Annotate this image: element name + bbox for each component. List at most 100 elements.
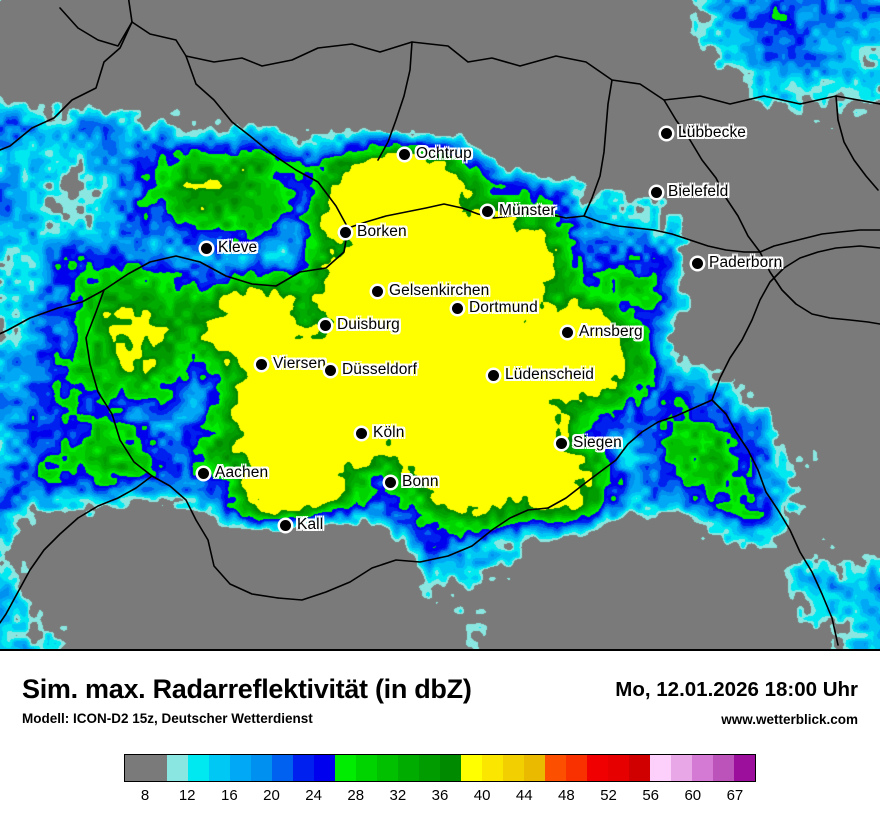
colorbar-swatch	[629, 755, 650, 781]
colorbar-swatch	[713, 755, 734, 781]
city-dot-icon	[320, 319, 331, 331]
city-dot-icon	[692, 257, 703, 269]
city-dot-icon	[356, 427, 367, 439]
colorbar-swatch	[146, 755, 167, 781]
city-marker[interactable]: Viersen	[256, 355, 326, 373]
colorbar-swatch	[461, 755, 482, 781]
colorbar-swatch	[419, 755, 440, 781]
colorbar-swatch	[209, 755, 230, 781]
colorbar-swatch	[314, 755, 335, 781]
colorbar-tick: 16	[220, 787, 238, 804]
city-label: Siegen	[573, 434, 622, 451]
colorbar-swatches	[124, 754, 756, 782]
colorbar-tick-labels: 8 12 16 20 24 28 32 36 40 44 48 52 56 60 67	[124, 787, 756, 811]
colorbar-tick: 8	[140, 787, 150, 804]
radar-reflectivity-layer	[0, 0, 880, 649]
colorbar-swatch	[734, 755, 755, 781]
page-title: Sim. max. Radarreflektivität (in dbZ)	[22, 674, 472, 704]
city-marker[interactable]: Köln	[356, 424, 404, 442]
city-label: Duisburg	[337, 316, 400, 333]
radar-map-panel: Lübbecke Bielefeld Paderborn Ochtrup Münster…	[0, 0, 880, 651]
city-dot-icon	[661, 127, 672, 139]
city-dot-icon	[556, 437, 567, 449]
colorbar-swatch	[671, 755, 692, 781]
city-marker[interactable]: Düsseldorf	[325, 361, 417, 379]
colorbar-swatch	[587, 755, 608, 781]
colorbar-swatch	[692, 755, 713, 781]
city-marker[interactable]: Paderborn	[692, 254, 782, 272]
city-marker[interactable]: Gelsenkirchen	[372, 282, 489, 300]
city-label: Düsseldorf	[342, 361, 418, 378]
colorbar-swatch	[503, 755, 524, 781]
city-label: Kall	[297, 516, 324, 533]
colorbar-tick: 32	[389, 787, 407, 804]
city-dot-icon	[256, 358, 267, 370]
city-dot-icon	[399, 148, 410, 160]
city-marker[interactable]: Siegen	[556, 434, 622, 452]
colorbar-tick: 24	[305, 787, 322, 804]
city-label: Köln	[373, 424, 405, 441]
city-dot-icon	[488, 369, 499, 381]
colorbar-swatch	[188, 755, 209, 781]
city-label: Gelsenkirchen	[389, 282, 490, 299]
city-marker[interactable]: Borken	[340, 223, 407, 241]
colorbar-swatch	[482, 755, 503, 781]
city-dot-icon	[280, 519, 291, 531]
city-label: Viersen	[273, 355, 326, 372]
city-label: Bonn	[402, 473, 439, 490]
colorbar-tick: 60	[684, 787, 702, 804]
city-marker[interactable]: Münster	[482, 202, 556, 220]
colorbar-tick: 56	[642, 787, 659, 804]
city-marker[interactable]: Lüdenscheid	[488, 366, 594, 384]
colorbar-swatch	[545, 755, 566, 781]
colorbar-tick: 67	[726, 787, 744, 804]
city-label: Ochtrup	[416, 145, 472, 162]
colorbar-tick: 48	[558, 787, 575, 804]
city-label: Aachen	[215, 464, 269, 481]
city-dot-icon	[651, 186, 662, 198]
colorbar-swatch	[440, 755, 461, 781]
colorbar-legend: 8 12 16 20 24 28 32 36 40 44 48 52 56 60 67	[0, 751, 880, 826]
city-dot-icon	[198, 467, 209, 479]
city-label: Lübbecke	[678, 124, 747, 141]
city-label: Lüdenscheid	[505, 366, 595, 383]
valid-time: Mo, 12.01.2026 18:00 Uhr	[615, 678, 858, 701]
city-marker[interactable]: Ochtrup	[399, 145, 472, 163]
colorbar-tick: 12	[178, 787, 196, 804]
colorbar-tick: 52	[600, 787, 617, 804]
city-label: Arnsberg	[579, 323, 643, 340]
colorbar-swatch	[377, 755, 398, 781]
city-marker[interactable]: Kleve	[201, 239, 257, 257]
colorbar-swatch	[566, 755, 587, 781]
city-dot-icon	[562, 326, 573, 338]
colorbar-tick: 36	[431, 787, 449, 804]
city-dot-icon	[372, 285, 383, 297]
city-label: Borken	[357, 223, 407, 240]
colorbar-tick: 28	[347, 787, 365, 804]
colorbar-swatch	[608, 755, 629, 781]
colorbar-tick: 40	[473, 787, 491, 804]
city-marker[interactable]: Arnsberg	[562, 323, 643, 341]
colorbar-swatch	[251, 755, 272, 781]
source-website: www.wetterblick.com	[721, 712, 858, 727]
city-marker[interactable]: Bielefeld	[651, 183, 728, 201]
city-label: Kleve	[218, 239, 258, 256]
colorbar-tick: 20	[263, 787, 280, 804]
city-marker[interactable]: Bonn	[385, 473, 439, 491]
model-subtitle: Modell: ICON-D2 15z, Deutscher Wetterdie…	[22, 711, 313, 726]
city-dot-icon	[482, 205, 493, 217]
city-marker[interactable]: Lübbecke	[661, 124, 746, 142]
legend-footer: Sim. max. Radarreflektivität (in dbZ) Mo…	[0, 651, 880, 830]
city-marker[interactable]: Kall	[280, 516, 323, 534]
city-dot-icon	[452, 302, 463, 314]
city-marker[interactable]: Dortmund	[452, 299, 538, 317]
colorbar-swatch	[293, 755, 314, 781]
city-labels-layer: Lübbecke Bielefeld Paderborn Ochtrup Münster…	[198, 124, 782, 534]
city-dot-icon	[340, 226, 351, 238]
city-dot-icon	[325, 364, 336, 376]
political-borders-layer	[0, 0, 880, 646]
colorbar-swatch	[398, 755, 419, 781]
city-marker[interactable]: Aachen	[198, 464, 268, 482]
city-marker[interactable]: Duisburg	[320, 316, 400, 334]
colorbar-swatch	[230, 755, 251, 781]
